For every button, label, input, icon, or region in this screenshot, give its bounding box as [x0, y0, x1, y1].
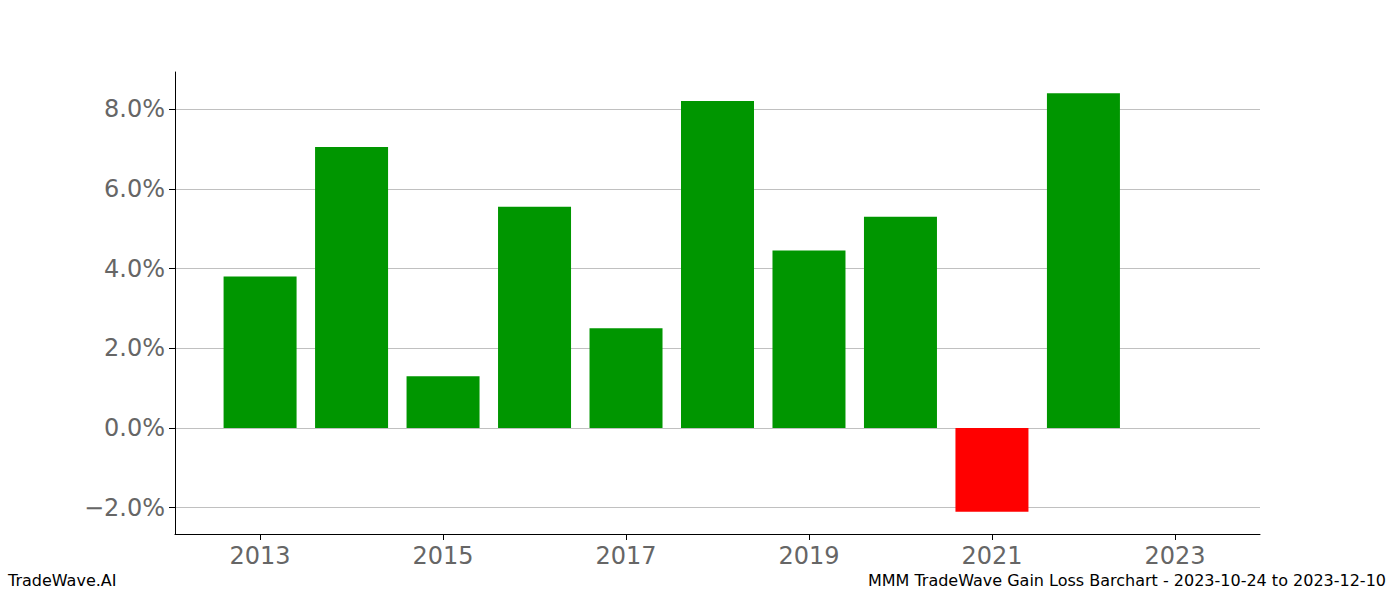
svg-text:TradeWave.AI: TradeWave.AI — [7, 571, 116, 590]
svg-text:2.0%: 2.0% — [104, 334, 165, 362]
svg-text:−2.0%: −2.0% — [84, 494, 165, 522]
svg-text:4.0%: 4.0% — [104, 255, 165, 283]
svg-text:2017: 2017 — [595, 542, 656, 570]
svg-text:2021: 2021 — [961, 542, 1022, 570]
svg-text:8.0%: 8.0% — [104, 95, 165, 123]
svg-text:6.0%: 6.0% — [104, 175, 165, 203]
svg-text:2019: 2019 — [778, 542, 839, 570]
svg-text:2015: 2015 — [413, 542, 474, 570]
svg-text:2023: 2023 — [1144, 542, 1205, 570]
svg-text:MMM TradeWave Gain Loss Barcha: MMM TradeWave Gain Loss Barchart - 2023-… — [868, 571, 1386, 590]
svg-text:0.0%: 0.0% — [104, 414, 165, 442]
svg-text:2013: 2013 — [230, 542, 291, 570]
